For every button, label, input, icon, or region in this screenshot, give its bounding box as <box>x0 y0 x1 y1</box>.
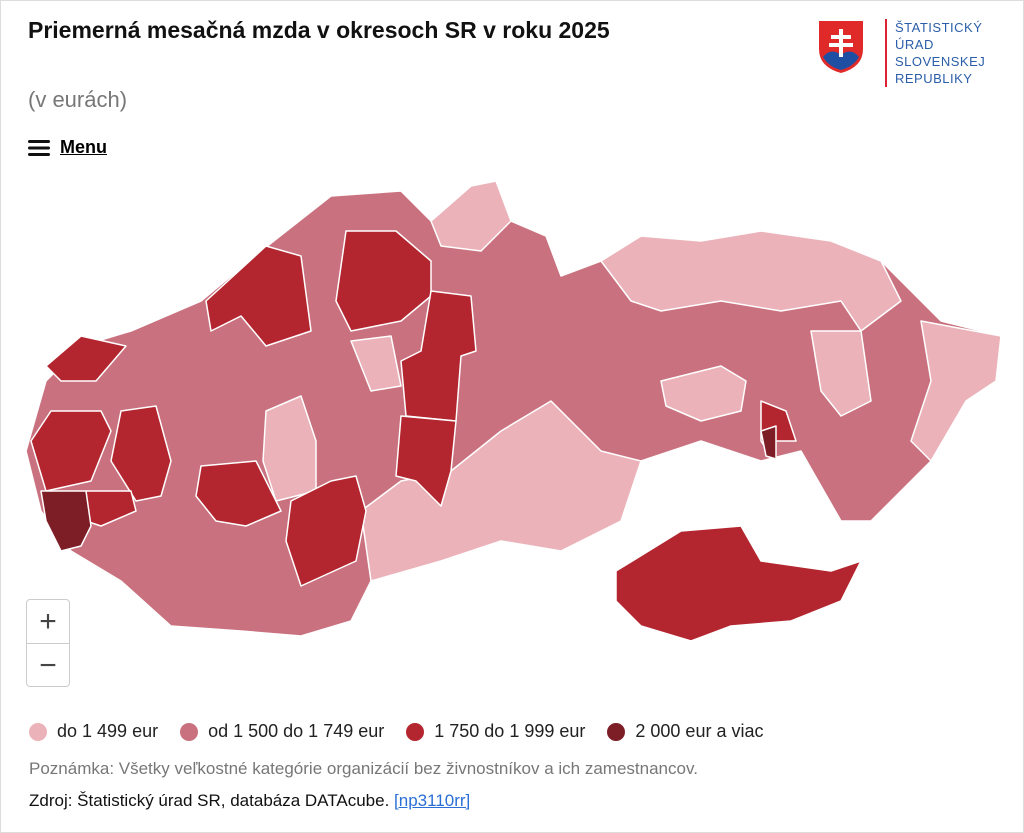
source-text: Zdroj: Štatistický úrad SR, databáza DAT… <box>29 791 390 810</box>
legend-swatch <box>180 722 199 741</box>
region[interactable] <box>395 415 457 507</box>
legend-swatch <box>607 722 626 741</box>
legend-label: od 1 500 do 1 749 eur <box>208 721 385 741</box>
menu-button[interactable]: Menu <box>28 137 107 158</box>
logo-line: SLOVENSKEJ <box>895 54 986 69</box>
zoom-out[interactable]: − <box>39 648 57 682</box>
region[interactable] <box>660 365 747 422</box>
region[interactable] <box>335 230 432 332</box>
subtitle: (v eurách) <box>28 87 128 112</box>
logo-line: ŠTATISTICKÝ <box>895 20 983 35</box>
region[interactable] <box>45 335 127 382</box>
legend-item[interactable]: 2 000 eur a viac <box>607 721 763 742</box>
note: Poznámka: Všetky veľkostné kategórie org… <box>29 759 698 778</box>
region[interactable] <box>285 475 367 587</box>
legend-item[interactable]: do 1 499 eur <box>29 721 158 742</box>
logo-shield <box>819 21 863 73</box>
region[interactable] <box>600 230 902 332</box>
zoom-controls: + − <box>26 599 70 687</box>
legend-item[interactable]: 1 750 do 1 999 eur <box>406 721 585 742</box>
region[interactable] <box>350 335 402 392</box>
legend-label: 1 750 do 1 999 eur <box>434 721 586 741</box>
zoom-in[interactable]: + <box>27 600 69 644</box>
region[interactable] <box>360 400 642 582</box>
legend-swatch <box>406 722 425 741</box>
region[interactable] <box>195 460 282 527</box>
menu-icon <box>28 139 50 156</box>
region[interactable] <box>760 425 777 460</box>
region[interactable] <box>615 525 862 642</box>
legend: do 1 499 eur od 1 500 do 1 749 eur 1 750 d… <box>29 721 763 742</box>
region[interactable] <box>40 490 92 552</box>
region[interactable] <box>910 320 1002 462</box>
menu-label: Menu <box>60 137 107 157</box>
region[interactable] <box>430 180 512 252</box>
region[interactable] <box>110 405 172 502</box>
region[interactable] <box>810 330 872 417</box>
region[interactable] <box>205 245 312 347</box>
source-link[interactable]: [np3110rr] <box>394 791 471 810</box>
source: Zdroj: Štatistický úrad SR, databáza DAT… <box>29 791 470 811</box>
logo-line: REPUBLIKY <box>895 71 973 86</box>
legend-item[interactable]: od 1 500 do 1 749 eur <box>180 721 384 742</box>
legend-swatch <box>29 722 47 741</box>
legend-label: do 1 499 eur <box>57 721 159 741</box>
logo-text: ŠTATISTICKÝ ÚRAD SLOVENSKEJ REPUBLIKY <box>885 19 985 87</box>
map <box>25 180 1002 642</box>
legend-label: 2 000 eur a viac <box>635 721 764 741</box>
logo-line: ÚRAD <box>895 37 934 52</box>
title: Priemerná mesačná mzda v okresoch SR v r… <box>28 17 610 43</box>
